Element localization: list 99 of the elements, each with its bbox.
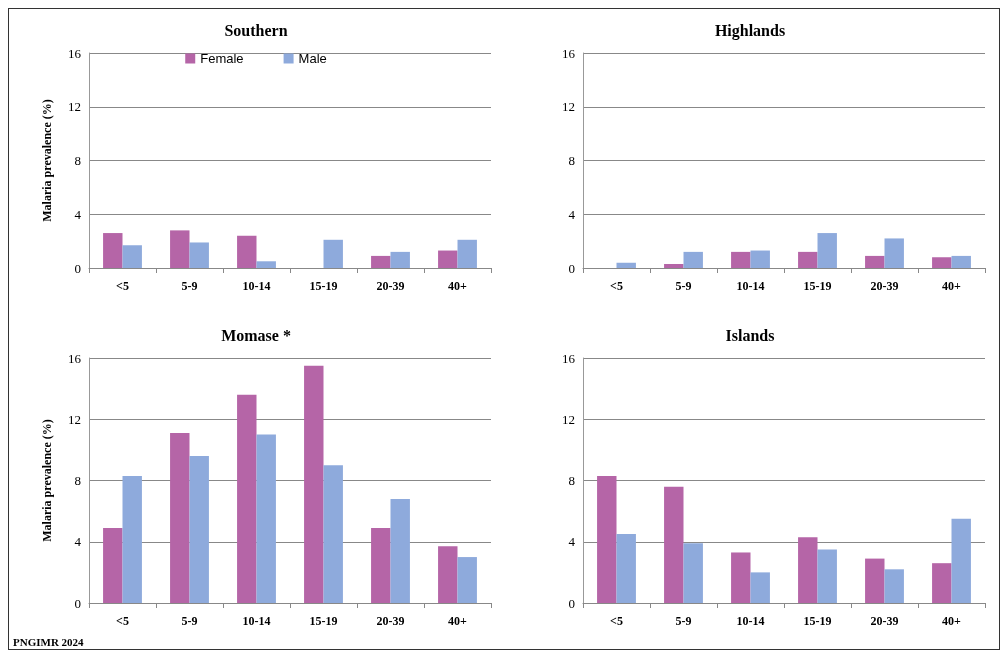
bar xyxy=(951,255,971,268)
x-tick-label: <5 xyxy=(116,279,129,293)
bar xyxy=(457,239,477,268)
bar xyxy=(616,262,636,268)
bar xyxy=(189,456,209,603)
y-tick-label: 8 xyxy=(568,153,575,168)
chart-title: Momase * xyxy=(221,326,291,344)
x-tick-label: <5 xyxy=(610,279,623,293)
bar xyxy=(731,552,751,603)
x-tick-label: <5 xyxy=(610,614,623,628)
x-tick-label: 5-9 xyxy=(675,614,692,628)
y-tick-label: 4 xyxy=(568,534,576,550)
bar xyxy=(256,434,276,603)
bar xyxy=(884,569,904,603)
bar xyxy=(798,251,818,268)
y-tick-label: 12 xyxy=(562,411,575,427)
chart-title: Islands xyxy=(725,326,775,344)
bar xyxy=(683,543,703,603)
bar xyxy=(457,557,477,603)
x-tick-label: 5-9 xyxy=(181,614,198,628)
bar xyxy=(122,475,142,603)
bar xyxy=(390,498,410,603)
x-tick-label: 40+ xyxy=(448,279,468,293)
bar xyxy=(371,255,391,268)
bar xyxy=(597,475,617,603)
y-tick-label: 0 xyxy=(568,595,575,611)
x-tick-label: 15-19 xyxy=(309,279,338,293)
bar xyxy=(237,394,257,603)
y-tick-label: 12 xyxy=(68,411,81,427)
x-tick-label: 40+ xyxy=(942,279,962,293)
bar xyxy=(616,534,636,603)
chart-title: Highlands xyxy=(714,21,786,40)
bar xyxy=(951,518,971,603)
bar xyxy=(750,250,770,268)
x-tick-label: 15-19 xyxy=(309,614,338,628)
bar xyxy=(256,261,276,268)
bar xyxy=(371,527,391,603)
y-tick-label: 12 xyxy=(562,99,575,115)
bar xyxy=(189,242,209,268)
y-axis-title: Malaria prevalence (%) xyxy=(40,419,54,542)
bar xyxy=(170,230,190,268)
y-tick-label: 8 xyxy=(74,153,81,168)
x-tick-label: 15-19 xyxy=(803,279,832,293)
x-tick-label: 15-19 xyxy=(803,614,832,628)
bar xyxy=(884,238,904,268)
bar xyxy=(170,433,190,603)
bar xyxy=(103,233,123,268)
y-tick-label: 16 xyxy=(68,350,82,366)
chart-title: Southern xyxy=(224,21,288,39)
bar xyxy=(438,546,458,603)
bar xyxy=(438,250,458,268)
bar xyxy=(817,233,837,268)
bar xyxy=(103,527,123,603)
y-tick-label: 12 xyxy=(68,99,81,115)
y-tick-label: 8 xyxy=(568,473,575,488)
bar xyxy=(932,257,952,268)
x-tick-label: 10-14 xyxy=(736,614,765,628)
y-tick-label: 0 xyxy=(74,595,81,611)
text: PNGIMR 2024 xyxy=(13,635,85,648)
y-tick-label: 0 xyxy=(74,260,81,276)
y-tick-label: 8 xyxy=(74,473,81,488)
bar xyxy=(932,563,952,603)
bar xyxy=(750,572,770,603)
bar xyxy=(865,255,885,268)
bar xyxy=(664,486,684,603)
y-tick-label: 16 xyxy=(562,45,576,61)
bar xyxy=(817,549,837,603)
legend-label: Male xyxy=(298,51,327,66)
x-tick-label: 5-9 xyxy=(675,279,692,293)
y-axis-title: Malaria prevalence (%) xyxy=(40,99,54,222)
bar xyxy=(683,251,703,268)
x-tick-label: 20-39 xyxy=(376,614,405,628)
x-tick-label: 20-39 xyxy=(870,279,899,293)
y-tick-label: 4 xyxy=(568,206,576,222)
legend-label: Female xyxy=(200,51,244,66)
bar xyxy=(323,239,343,268)
x-tick-label: 40+ xyxy=(448,614,468,628)
x-tick-label: 5-9 xyxy=(181,279,198,293)
y-tick-label: 4 xyxy=(74,206,82,222)
y-tick-label: 0 xyxy=(568,260,575,276)
x-tick-label: <5 xyxy=(116,614,129,628)
x-tick-label: 20-39 xyxy=(870,614,899,628)
bar xyxy=(323,465,343,603)
bar xyxy=(798,537,818,603)
bar xyxy=(731,251,751,268)
x-tick-label: 40+ xyxy=(942,614,962,628)
bar xyxy=(390,251,410,268)
bar xyxy=(865,558,885,603)
x-tick-label: 10-14 xyxy=(242,614,271,628)
x-tick-label: 20-39 xyxy=(376,279,405,293)
bar xyxy=(664,263,684,268)
bar xyxy=(122,245,142,268)
bar xyxy=(237,235,257,268)
y-tick-label: 4 xyxy=(74,534,82,550)
x-tick-label: 10-14 xyxy=(736,279,765,293)
y-tick-label: 16 xyxy=(68,45,82,61)
bar xyxy=(304,365,324,603)
x-tick-label: 10-14 xyxy=(242,279,271,293)
y-tick-label: 16 xyxy=(562,350,576,366)
